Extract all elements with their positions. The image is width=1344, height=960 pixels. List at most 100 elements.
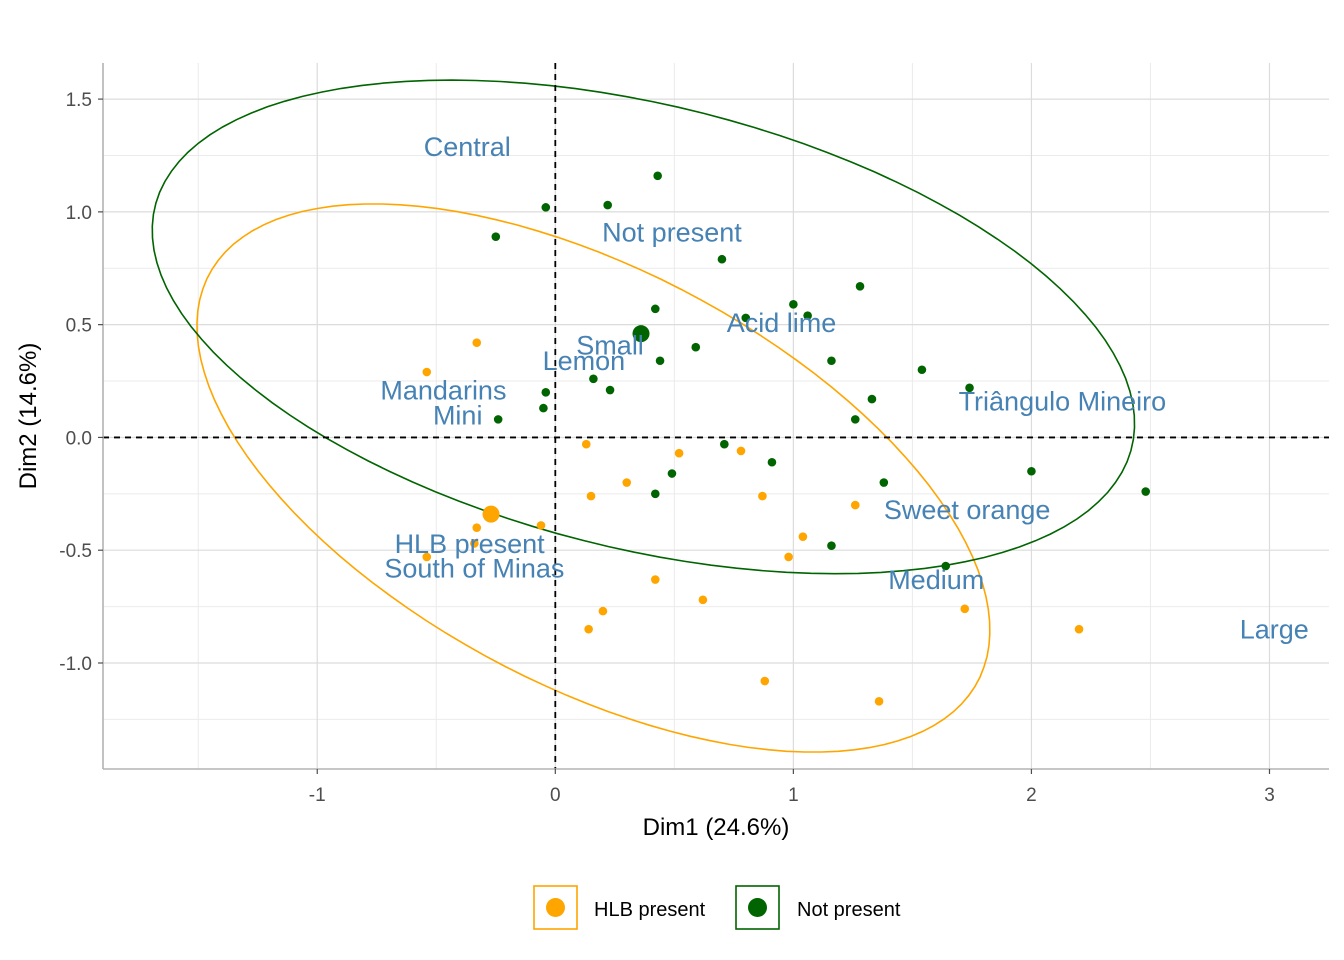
x-tick-label: 3 — [1264, 785, 1275, 806]
x-tick-label: 0 — [550, 785, 561, 806]
data-point — [650, 575, 660, 584]
data-point — [827, 356, 836, 366]
data-point — [655, 356, 665, 366]
data-point — [470, 539, 479, 548]
data-point — [589, 374, 598, 384]
data-point — [1027, 466, 1036, 476]
group-centroid — [482, 505, 500, 523]
confidence-ellipse — [196, 203, 991, 753]
y-axis-title: Dim2 (14.6%) — [15, 343, 42, 490]
legend-key-dot — [546, 898, 565, 917]
data-point — [850, 415, 860, 424]
category-label: Large — [1240, 615, 1309, 645]
data-point — [539, 403, 548, 413]
y-tick-label: 0.5 — [66, 316, 92, 337]
data-point — [941, 561, 951, 571]
y-tick-label: 1.0 — [66, 203, 92, 224]
minor-gridlines — [103, 63, 1329, 769]
x-tick-label: -1 — [309, 785, 326, 806]
data-point — [605, 385, 615, 395]
major-gridlines — [103, 63, 1329, 769]
data-point — [855, 282, 865, 291]
data-point — [741, 313, 751, 323]
x-axis-title: Dim1 (24.6%) — [643, 814, 790, 841]
data-point — [422, 552, 432, 562]
category-label: Acid lime — [727, 308, 837, 338]
data-point — [472, 338, 482, 347]
data-point — [491, 232, 501, 241]
category-label: Mandarins — [380, 375, 506, 405]
data-point — [586, 491, 596, 501]
data-point — [493, 415, 503, 424]
legend-label: HLB present — [594, 899, 706, 921]
x-tick-label: 2 — [1026, 785, 1037, 806]
data-point — [867, 394, 877, 404]
data-point — [767, 457, 777, 467]
data-point — [874, 697, 884, 706]
data-point — [736, 446, 746, 456]
confidence-ellipses — [151, 79, 1136, 753]
data-point — [667, 469, 677, 478]
legend-label: Not present — [797, 899, 901, 921]
data-point — [650, 304, 660, 314]
category-label: Lemon — [543, 346, 626, 376]
data-point — [879, 478, 889, 487]
group-centroids — [482, 325, 650, 523]
data-point — [798, 532, 808, 541]
data-point — [541, 388, 551, 397]
data-point — [827, 541, 836, 550]
data-point — [917, 365, 927, 375]
y-tick-label: 1.5 — [66, 90, 92, 111]
data-point — [541, 203, 551, 212]
x-tick-label: 1 — [788, 785, 799, 806]
category-label: HLB present — [395, 529, 546, 559]
data-point — [691, 342, 701, 352]
data-point — [650, 489, 660, 499]
data-point — [653, 171, 662, 181]
data-point — [622, 478, 632, 487]
data-point — [1074, 624, 1084, 634]
legend: HLB present Not present — [533, 885, 901, 930]
category-label: Central — [424, 132, 511, 162]
data-point — [1141, 487, 1150, 496]
category-label: Small — [576, 330, 644, 360]
category-label: Triângulo Mineiro — [959, 387, 1167, 417]
data-point — [581, 439, 591, 449]
confidence-ellipse — [151, 79, 1136, 575]
data-point — [717, 254, 727, 264]
data-point — [960, 604, 970, 614]
legend-key-dot — [748, 898, 767, 917]
data-point — [698, 595, 708, 605]
category-label: Mini — [433, 400, 483, 430]
data-point — [674, 448, 684, 458]
y-tick-label: -0.5 — [59, 541, 92, 562]
data-point — [536, 521, 546, 530]
data-point — [789, 300, 798, 309]
data-point — [760, 676, 770, 686]
data-point — [422, 367, 432, 377]
data-point — [720, 439, 729, 449]
data-point — [758, 491, 767, 501]
data-point — [472, 523, 482, 532]
data-point — [603, 200, 612, 210]
group-centroid — [632, 325, 650, 343]
category-label: South of Minas — [384, 554, 564, 584]
category-label: Sweet orange — [884, 495, 1051, 525]
y-tick-label: -1.0 — [59, 654, 92, 675]
individual-points — [422, 171, 1150, 706]
data-point — [598, 606, 608, 616]
category-label: Medium — [888, 565, 984, 595]
data-point — [965, 383, 974, 393]
data-point — [803, 311, 812, 320]
reference-lines — [103, 63, 1329, 769]
axes: -1 0 1 2 3 -1.0 -0.5 0.0 0.5 1.0 1.5 — [59, 63, 1329, 806]
data-point — [584, 624, 593, 634]
y-tick-label: 0.0 — [66, 428, 92, 449]
data-point — [850, 500, 860, 510]
category-label: Not present — [602, 218, 742, 248]
data-point — [784, 552, 793, 562]
